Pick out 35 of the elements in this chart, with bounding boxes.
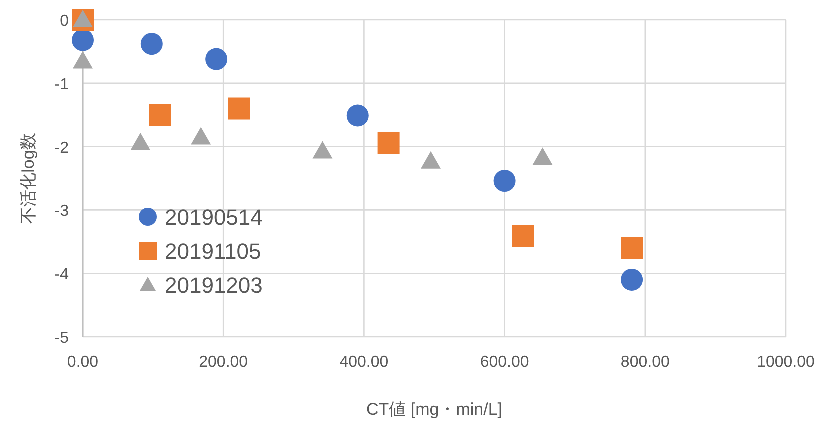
y-tick-label: -5 <box>54 330 70 347</box>
y-tick-label: -4 <box>54 266 70 284</box>
point <box>420 151 441 169</box>
point <box>512 225 534 248</box>
point <box>494 170 516 192</box>
y-tick-label: 0 <box>60 13 70 30</box>
point <box>378 132 400 154</box>
point <box>149 104 172 126</box>
x-tick-label: 400.00 <box>340 354 389 371</box>
point <box>72 29 94 52</box>
x-tick-label: 1000.00 <box>757 354 816 371</box>
x-tick-label: 800.00 <box>620 354 670 371</box>
point <box>191 127 212 145</box>
point <box>621 237 644 260</box>
point <box>621 268 644 291</box>
point <box>130 132 151 150</box>
x-axis-title: CT値 [mg・min/L] <box>366 400 503 419</box>
y-tick-label: -3 <box>54 203 70 220</box>
point <box>140 33 163 56</box>
point <box>73 10 93 28</box>
legend-label: 20191105 <box>165 239 262 264</box>
point <box>206 48 228 70</box>
point <box>532 148 553 166</box>
point <box>312 141 333 159</box>
y-axis-title: 不活化log数 <box>19 133 38 224</box>
x-tick-label: 600.00 <box>480 354 530 371</box>
x-tick-label: 0.00 <box>67 354 99 371</box>
point <box>346 104 369 127</box>
legend-label: 20191203 <box>165 273 263 298</box>
point <box>228 98 250 120</box>
x-tick-label: 200.00 <box>199 354 248 371</box>
legend-label: 20190514 <box>165 205 263 230</box>
point <box>73 51 93 69</box>
y-tick-label: -2 <box>54 140 70 157</box>
y-tick-label: -1 <box>54 76 70 94</box>
